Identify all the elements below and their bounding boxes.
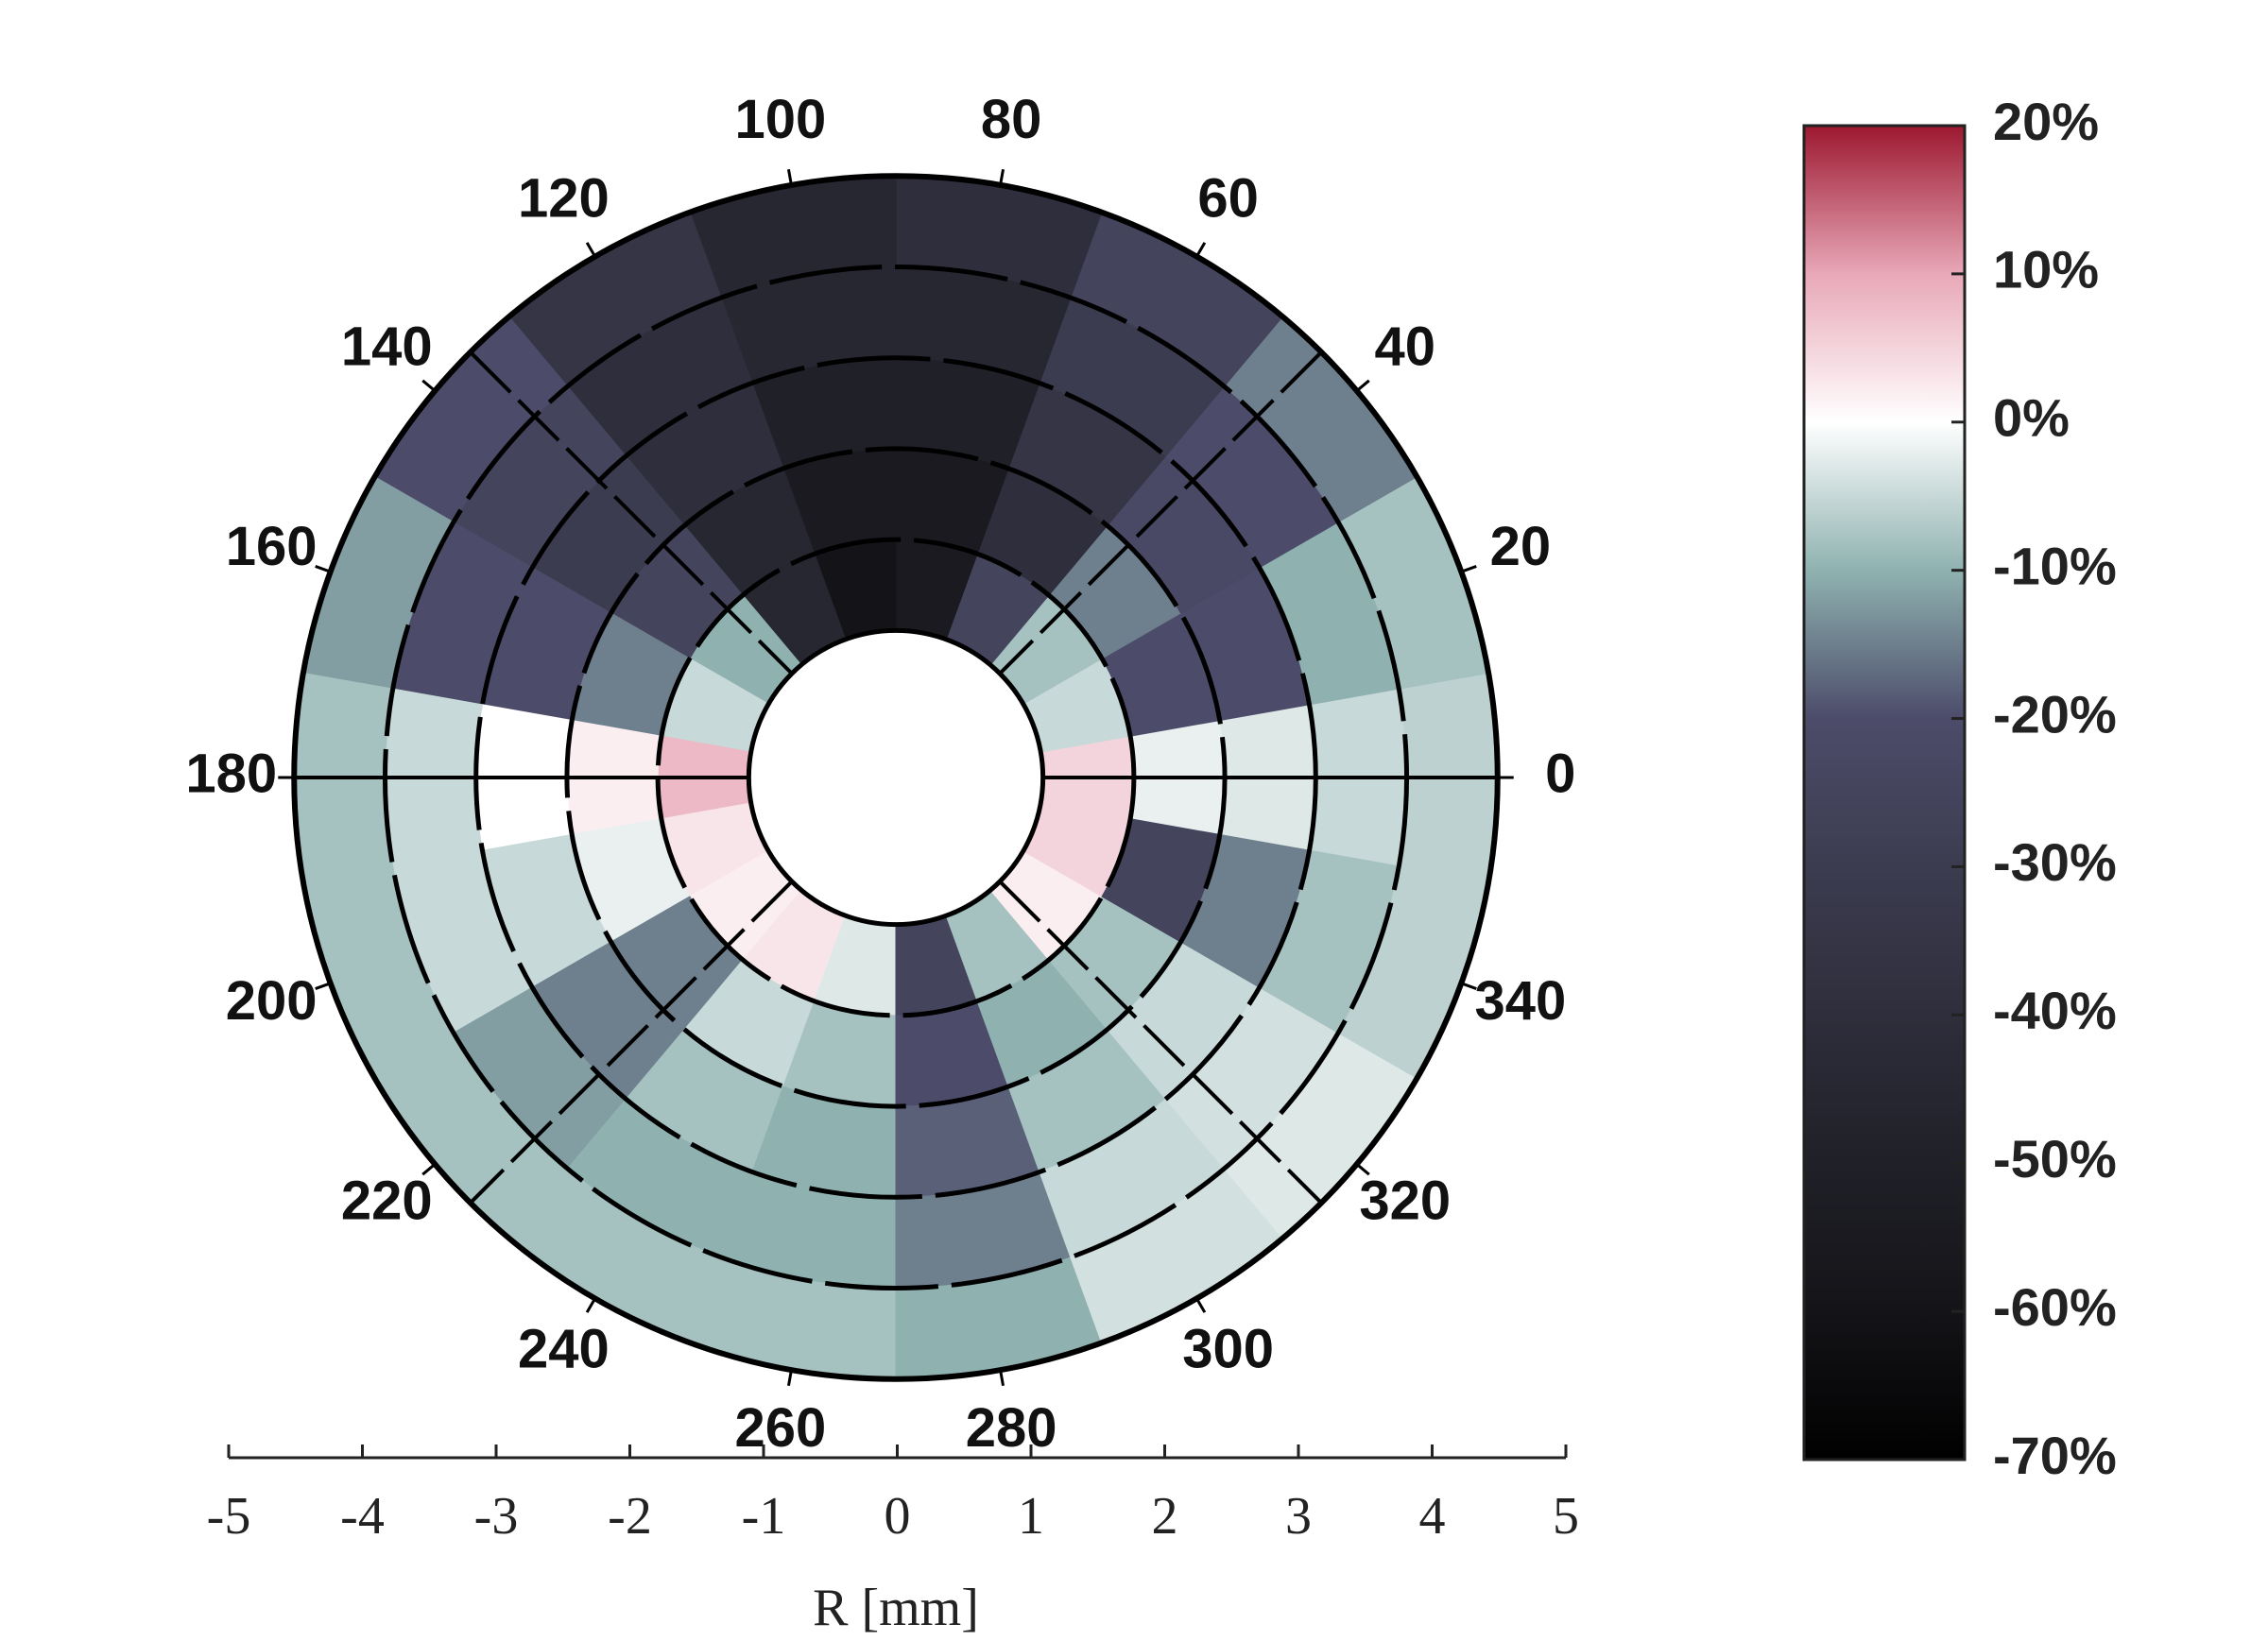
angle-label: 0	[1545, 743, 1575, 804]
x-tick-label: -2	[608, 1487, 652, 1546]
angle-tick	[421, 379, 437, 392]
x-axis-label: R [mm]	[813, 1579, 979, 1637]
angle-tick	[787, 168, 793, 186]
angle-tick	[787, 1369, 793, 1387]
angle-tick	[1355, 379, 1370, 392]
angle-tick	[585, 1297, 596, 1313]
x-tick-label: -3	[474, 1487, 519, 1546]
angle-label: 60	[1197, 167, 1259, 229]
angle-tick	[585, 242, 596, 258]
colorbar	[1802, 124, 1967, 1462]
angle-label: 20	[1490, 516, 1552, 577]
angle-label: 140	[341, 316, 433, 377]
colorbar-tick-label: -10%	[1993, 536, 2117, 595]
colorbar-tick-label: -20%	[1993, 684, 2117, 744]
inner-hole	[746, 627, 1046, 928]
x-tick-label: 2	[1152, 1487, 1178, 1546]
angle-label: 180	[185, 743, 277, 804]
angle-label: 240	[518, 1318, 610, 1379]
radial-line	[469, 350, 1323, 1205]
angle-label: 200	[226, 970, 318, 1032]
colorbar-tick-label: -70%	[1993, 1426, 2117, 1485]
angle-label: 160	[226, 516, 318, 577]
colorbar-tick-label: -40%	[1993, 981, 2117, 1040]
angle-label: 100	[734, 89, 826, 150]
angle-tick	[315, 565, 332, 573]
angle-tick	[1355, 1163, 1370, 1176]
angle-label: 340	[1474, 970, 1566, 1032]
angle-tick	[1460, 565, 1477, 573]
angle-tick	[1195, 242, 1207, 258]
angle-tick	[315, 982, 332, 990]
angle-tick	[1195, 1297, 1207, 1313]
colorbar-tick-label: 0%	[1993, 388, 2070, 448]
colorbar-tick-label: 10%	[1993, 240, 2099, 299]
radial-line	[469, 350, 1323, 1205]
angle-tick	[999, 168, 1005, 186]
x-tick-label: 1	[1018, 1487, 1044, 1546]
colorbar-tick-label: 20%	[1993, 92, 2099, 151]
x-tick-label: 3	[1285, 1487, 1312, 1546]
x-tick-label: -4	[340, 1487, 385, 1546]
x-tick-label: -5	[207, 1487, 251, 1546]
angle-tick	[999, 1369, 1005, 1387]
angle-label: 220	[341, 1170, 433, 1231]
x-tick-label: 5	[1553, 1487, 1579, 1546]
angle-label: 260	[734, 1397, 826, 1459]
x-tick-label: -1	[742, 1487, 786, 1546]
angle-label: 40	[1374, 316, 1435, 377]
angle-label: 120	[518, 167, 610, 229]
x-tick-label: 4	[1419, 1487, 1446, 1546]
angle-tick	[421, 1163, 437, 1176]
colorbar-tick-label: -60%	[1993, 1277, 2117, 1337]
angle-label: 80	[981, 89, 1042, 150]
x-tick-label: 0	[885, 1487, 911, 1546]
angle-label: 320	[1359, 1170, 1451, 1231]
angle-label: 300	[1182, 1318, 1274, 1379]
colorbar-tick-label: -30%	[1993, 832, 2117, 892]
angle-tick	[1460, 982, 1477, 990]
colorbar-tick-label: -50%	[1993, 1129, 2117, 1188]
angle-label: 280	[966, 1397, 1057, 1459]
